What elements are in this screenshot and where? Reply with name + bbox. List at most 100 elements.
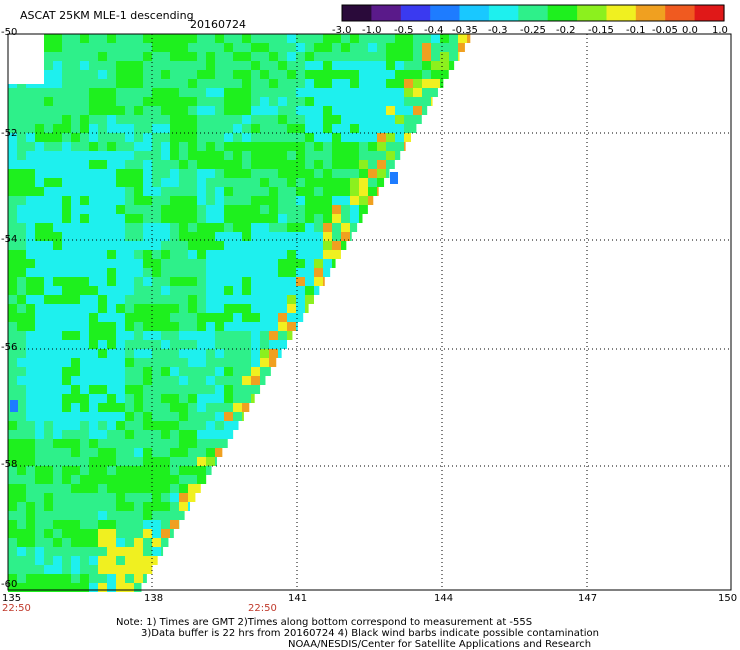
data-cell (107, 169, 116, 178)
data-cell (458, 43, 465, 52)
data-cell (269, 196, 278, 205)
data-cell (197, 88, 206, 97)
data-cell (125, 97, 134, 106)
data-cell (314, 151, 323, 160)
data-cell (17, 547, 26, 556)
data-cell (170, 205, 179, 214)
data-cell (260, 115, 269, 124)
data-cell (251, 70, 260, 79)
data-cell (251, 205, 260, 214)
data-cell (296, 295, 305, 304)
data-cell (107, 97, 116, 106)
data-cell (143, 169, 152, 178)
data-cell (125, 376, 134, 385)
data-cell (44, 448, 53, 457)
data-cell (116, 277, 125, 286)
data-cell (323, 88, 332, 97)
data-cell (278, 259, 287, 268)
data-cell (44, 457, 53, 466)
data-cell (296, 232, 305, 241)
data-cell (260, 367, 269, 376)
data-cells (8, 34, 471, 592)
data-cell (26, 439, 35, 448)
data-cell (314, 43, 323, 52)
data-cell (89, 421, 98, 430)
data-cell (53, 421, 62, 430)
data-cell (89, 304, 98, 313)
data-cell (107, 250, 116, 259)
data-cell (116, 583, 125, 592)
data-cell (359, 187, 368, 196)
data-cell (269, 241, 278, 250)
data-cell (116, 106, 125, 115)
data-cell (341, 106, 350, 115)
data-cell (305, 142, 314, 151)
data-cell (80, 115, 89, 124)
data-cell (305, 160, 314, 169)
data-cell (134, 313, 143, 322)
data-cell (332, 241, 341, 250)
data-cell (116, 358, 125, 367)
data-cell (89, 124, 98, 133)
data-cell (170, 529, 174, 538)
data-cell (296, 214, 305, 223)
data-cell (8, 124, 17, 133)
data-cell (17, 304, 26, 313)
data-cell (71, 268, 80, 277)
data-cell (62, 421, 71, 430)
data-cell (98, 448, 107, 457)
data-cell (8, 340, 17, 349)
data-cell (368, 151, 377, 160)
data-cell (80, 52, 89, 61)
data-cell (134, 457, 143, 466)
data-cell (71, 340, 80, 349)
data-cell (8, 106, 17, 115)
data-cell (215, 205, 224, 214)
data-cell (98, 43, 107, 52)
data-cell (107, 412, 116, 421)
data-cell (134, 421, 143, 430)
data-cell (134, 331, 143, 340)
data-cell (233, 331, 242, 340)
data-cell (134, 160, 143, 169)
data-cell (206, 160, 215, 169)
data-cell (251, 223, 260, 232)
data-cell (62, 403, 71, 412)
data-cell (170, 88, 179, 97)
data-cell (269, 232, 278, 241)
data-cell (152, 358, 161, 367)
data-cell (215, 70, 224, 79)
data-cell (134, 286, 143, 295)
data-cell (26, 484, 35, 493)
data-cell (269, 124, 278, 133)
data-cell (251, 259, 260, 268)
data-cell (98, 178, 107, 187)
data-cell (44, 394, 53, 403)
data-cell (332, 133, 341, 142)
data-cell (44, 286, 53, 295)
data-cell (152, 178, 161, 187)
data-cell (206, 304, 215, 313)
data-cell (89, 178, 98, 187)
data-cell (17, 160, 26, 169)
data-cell (206, 223, 215, 232)
data-cell (287, 295, 296, 304)
data-cell (125, 394, 134, 403)
data-cell (350, 196, 359, 205)
data-cell (134, 502, 143, 511)
data-cell (35, 565, 44, 574)
data-cell (251, 124, 260, 133)
data-cell (242, 142, 251, 151)
data-cell (368, 169, 377, 178)
data-cell (323, 205, 332, 214)
data-cell (323, 160, 332, 169)
data-cell (62, 169, 71, 178)
data-cell (8, 349, 17, 358)
data-cell (161, 304, 170, 313)
data-cell (323, 277, 325, 286)
data-cell (404, 142, 406, 151)
data-cell (26, 376, 35, 385)
data-cell (422, 43, 431, 52)
data-cell (125, 223, 134, 232)
data-cell (242, 385, 251, 394)
